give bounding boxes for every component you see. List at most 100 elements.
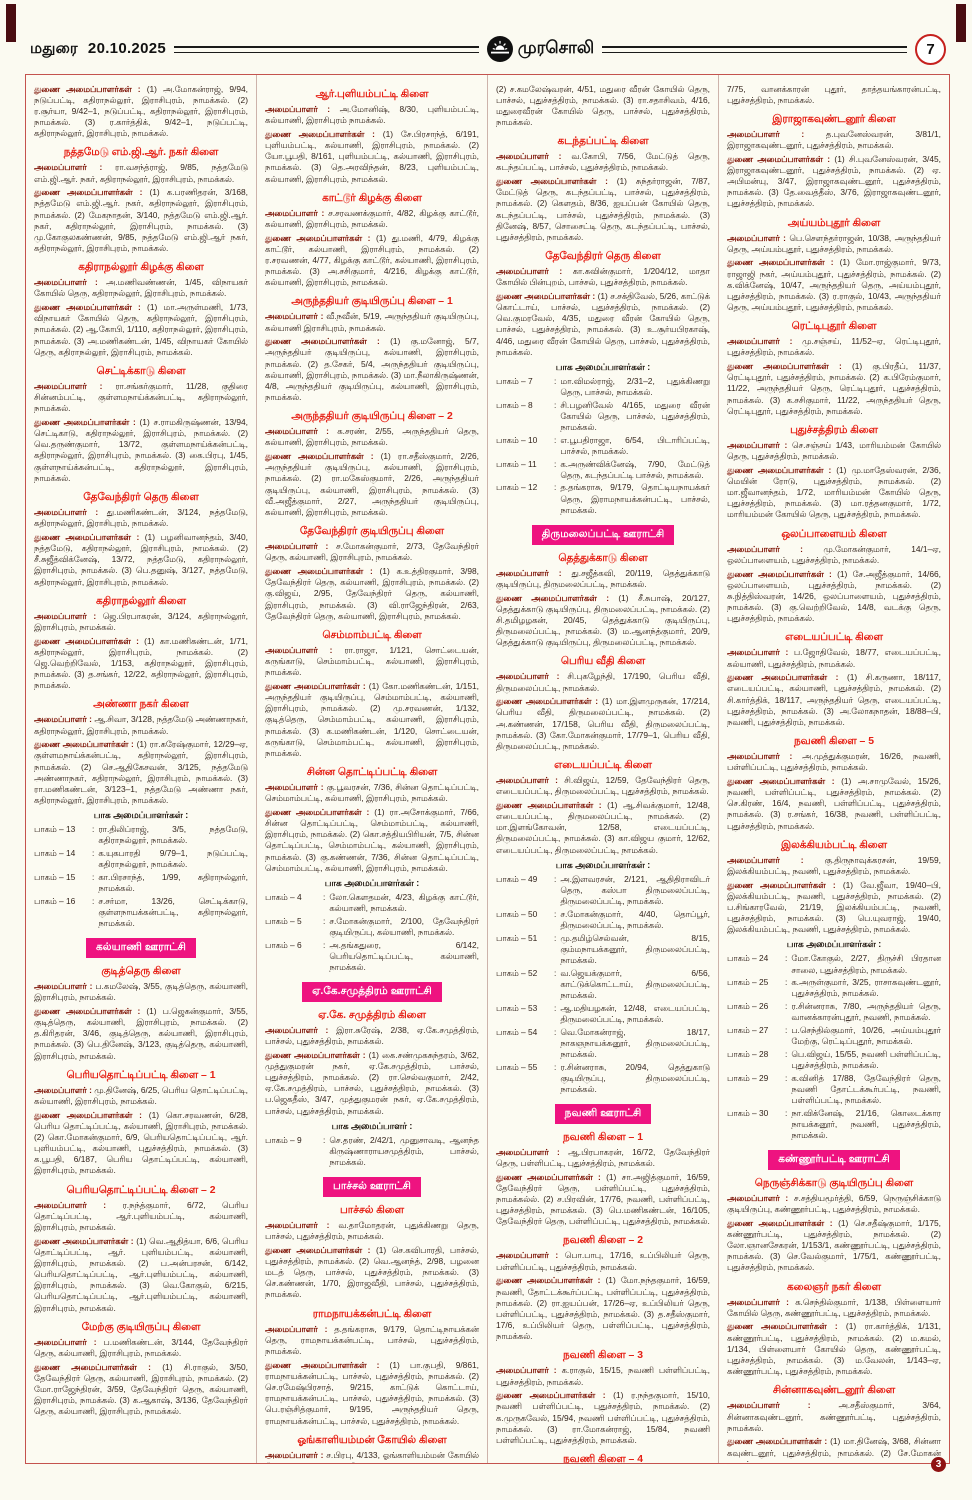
part-organizer-text: லோ.கௌதமன், 4/23, கிழக்கு காட்டூர், கல்யா… [329, 891, 479, 914]
part-organizer-text: ர.சின்னராசு, 20/94, தெத்துகாடு குடியிருப… [560, 1061, 710, 1094]
rising-sun-icon [486, 36, 513, 62]
role-label: அமைப்பாளர் : [265, 1024, 337, 1035]
page-edge-mark-right [956, 4, 966, 42]
part-organizer-text: ரா.திலிப்ராஜ், 3/5, நத்தமேடு, கதிராநல்லூ… [98, 824, 248, 846]
organizer-paragraph: அமைப்பாளர் : அ.முத்துக்குமரன், 16/26, நவ… [727, 751, 941, 773]
articles-frame: துணை அமைப்பாளர்கள் : (1) அ.மோகன்ராஜ், 9/… [25, 74, 950, 1464]
organizer-paragraph: அமைப்பாளர் : அ.மணிவண்ணன், 1/45, விநாயகர்… [34, 277, 248, 299]
role-label: அமைப்பாளர் : [34, 277, 107, 288]
organizer-paragraph: துணை அமைப்பாளர்கள் : (1) ப.ஜெகன்குமார், … [34, 1005, 248, 1061]
role-label: துணை அமைப்பாளர்கள் : [727, 1217, 839, 1228]
role-label: துணை அமைப்பாளர்கள் : [727, 361, 852, 372]
part-organizer-row: பாகம் – 55: ர.சின்னராசு, 20/94, தெத்துகாட… [496, 1062, 710, 1096]
role-label: துணை அமைப்பாளர்கள் : [496, 799, 608, 810]
role-label: துணை அமைப்பாளர்கள் : [727, 153, 835, 164]
part-organizer-text: கா.பிரசாந்த், 1/99, கதிராநல்லூர், நாமக்க… [98, 871, 248, 894]
role-label: அமைப்பாளர் : [727, 128, 826, 139]
branch-heading: அருந்ததியர் குடியிருப்பு கிளை – 2 [291, 411, 453, 423]
role-label: அமைப்பாளர் : [265, 104, 340, 114]
role-label: துணை அமைப்பாளர்கள் : [727, 257, 840, 268]
part-number: பாகம் – 55 [496, 1061, 538, 1072]
role-label: அமைப்பாளர் : [34, 1336, 104, 1347]
organizer-paragraph: துணை அமைப்பாளர்கள் : (1) ரா.அசோக்குமார்,… [265, 806, 479, 873]
organizer-paragraph: அமைப்பாளர் : ப.மணிகண்டன், 3/144, தேவேந்த… [34, 1336, 248, 1358]
edition-location: மதுரை [30, 39, 78, 57]
role-label: அமைப்பாளர் : [34, 714, 95, 725]
role-label: அமைப்பாளர் : [496, 775, 565, 786]
part-organizer-row: பாகம் – 29: க.வினித் 17/88, தேவேந்திரர் த… [727, 1073, 941, 1107]
organizer-paragraph: அமைப்பாளர் : ர.நந்த்குமார், 6/72, பெரிய … [34, 1199, 248, 1232]
colon-separator: : [554, 458, 557, 469]
part-organizer-text: ச.மோகன்குமார், 4/40, தொப்பூர், திருமலைப்… [560, 908, 710, 930]
role-label: அமைப்பாளர் : [496, 151, 572, 162]
organizer-paragraph: அமைப்பாளர் : வ.தாமோதரன், புதுக்கிணறு தெர… [265, 1219, 479, 1242]
organizer-paragraph: அமைப்பாளர் : த.புவனேஸ்வரன், 3/81/1, இராஜ… [727, 128, 941, 151]
branch-heading: சின்ன தொட்டிப்பட்டி கிளை [306, 767, 438, 779]
organizer-paragraph: அமைப்பாளர் : கு.திருநாவுக்கரசன், 19/59, … [727, 854, 941, 876]
part-number: பாகம் – 27 [727, 1025, 769, 1035]
role-label: அமைப்பாளர் : [727, 336, 803, 347]
colon-separator: : [785, 1072, 788, 1083]
branch-heading: குடித்தெரு கிளை [101, 966, 181, 978]
panchayat-ward-banner: நவணி ஊராட்சி [554, 1104, 652, 1124]
colon-separator: : [554, 482, 557, 493]
branch-heading: புதுச்சத்திரம் கிளை [790, 424, 878, 436]
organizer-paragraph: துணை அமைப்பாளர்கள் : (1) சி.கருணா, 18/11… [727, 672, 941, 727]
colon-separator: : [554, 873, 557, 884]
edition-date-value: 20.10.2025 [87, 39, 166, 57]
colon-separator: : [554, 932, 557, 943]
part-number: பாகம் – 10 [496, 434, 538, 445]
part-number: பாகம் – 14 [34, 848, 76, 859]
organizer-paragraph: துணை அமைப்பாளர்கள் : (1) கொ.சரவணன், 6/28… [34, 1109, 248, 1176]
role-label: அமைப்பாளர் : [496, 1146, 569, 1157]
branch-heading: ஏ.கே. சமுத்திரம் கிளை [318, 1009, 426, 1021]
organizer-paragraph: அமைப்பாளர் : ச.மோகன்குமார், 2/73, தேவேந்… [265, 541, 480, 563]
part-organizer-row: பாகம் – 52: வ.ஜெயக்குமார், 6/56, காட்டுக்… [496, 968, 710, 1002]
part-organizer-row: பாகம் – 54: வெ.மோகன்ராஜ், 18/17, நாகஞநாயக… [496, 1027, 710, 1061]
organizer-paragraph: துணை அமைப்பாளர்கள் : (1) மோ.ராஜ்குமார், … [727, 257, 941, 313]
part-number: பாகம் – 9 [265, 1134, 302, 1145]
part-organizer-text: க.அருள்குமார், 3/25, ராசாகவுண்டனூர், புத… [791, 977, 941, 999]
panchayat-ward-banner: திருமலைப்பட்டி ஊராட்சி [531, 525, 675, 545]
role-label: துணை அமைப்பாளர்கள் : [34, 1109, 149, 1120]
branch-heading: மேற்கு குடியிருப்பு கிளை [81, 1321, 201, 1333]
role-label: அமைப்பாளர் : [727, 647, 794, 658]
role-label: துணை அமைப்பாளர்கள் : [34, 531, 145, 542]
role-label: துணை அமைப்பாளர்கள் : [496, 290, 598, 301]
branch-heading: ஒலப்பாளையம் கிளை [781, 528, 887, 540]
colon-separator: : [785, 1107, 788, 1118]
role-label: துணை அமைப்பாளர்கள் : [34, 416, 140, 427]
role-label: துணை அமைப்பாளர்கள் : [34, 1005, 147, 1016]
branch-heading: அய்யம்புதூர் கிளை [787, 217, 881, 229]
colon-separator: : [785, 1025, 788, 1035]
part-number: பாகம் – 25 [727, 977, 769, 988]
part-organizer-text: ர.சின்னராசு, 7/80, அருந்ததியர் தெரு, வான… [791, 1001, 941, 1023]
part-number: பாகம் – 15 [34, 871, 76, 882]
organizer-paragraph: அமைப்பாளர் : ரா.ராஜா, 1/121, சொட்டையன், … [265, 644, 479, 678]
branch-heading: தேவேந்திரர் தெரு கிளை [83, 491, 199, 503]
branch-heading: கதிராநல்லூர் கிழக்கு கிளை [78, 262, 204, 274]
colon-separator: : [785, 977, 788, 988]
part-organizer-text: சி.பழனிவேல் 4/165, மதுரை வீரன் கோயில் தெ… [560, 399, 710, 433]
page-edge-mark-left [6, 4, 16, 42]
colon-separator: : [554, 1061, 557, 1072]
colon-separator: : [323, 915, 326, 926]
role-label: அமைப்பாளர் : [265, 1323, 335, 1334]
part-organizer-text: எ.பூபதிராஜா, 6/54, பிடாரிப்பட்டி, பாச்சல… [560, 434, 710, 456]
part-organizer-text: ப.செந்தில்குமார், 10/26, அய்யம்புதூர் மே… [791, 1025, 941, 1047]
part-organizer-text: பெ.விஜய், 15/55, நவணி பள்ளிப்பட்டி, புது… [791, 1048, 941, 1071]
page-number-badge: 7 [915, 33, 946, 65]
colon-separator: : [554, 1002, 557, 1013]
role-label: துணை அமைப்பாளர்கள் : [265, 336, 391, 347]
organizer-paragraph: அமைப்பாளர் : அ.மோனிஷ், 8/30, புளியம்பட்ட… [265, 104, 479, 126]
branch-heading: பாச்சல் கிளை [340, 1204, 404, 1216]
role-label: துணை அமைப்பாளர்கள் : [34, 302, 148, 313]
part-organizer-text: க.வினித் 17/88, தேவேந்திரர் தெரு, நவணி த… [791, 1072, 941, 1106]
branch-heading: தேவேந்திரர் தெரு கிளை [545, 251, 661, 263]
organizer-paragraph: துணை அமைப்பாளர்கள் : (1) அ.சாமுவேல், 15/… [727, 775, 941, 831]
branch-heading: தெத்துக்காடு கிளை [558, 552, 648, 564]
organizer-paragraph: அமைப்பாளர் : ப.ஜோதிவேல், 18/77, எடையப்பட… [727, 647, 941, 669]
organizer-paragraph: துணை அமைப்பாளர்கள் : (1) பா.குபதி, 9/861… [265, 1359, 479, 1426]
part-number: பாகம் – 4 [265, 891, 302, 902]
masthead-rule-left [174, 45, 479, 53]
